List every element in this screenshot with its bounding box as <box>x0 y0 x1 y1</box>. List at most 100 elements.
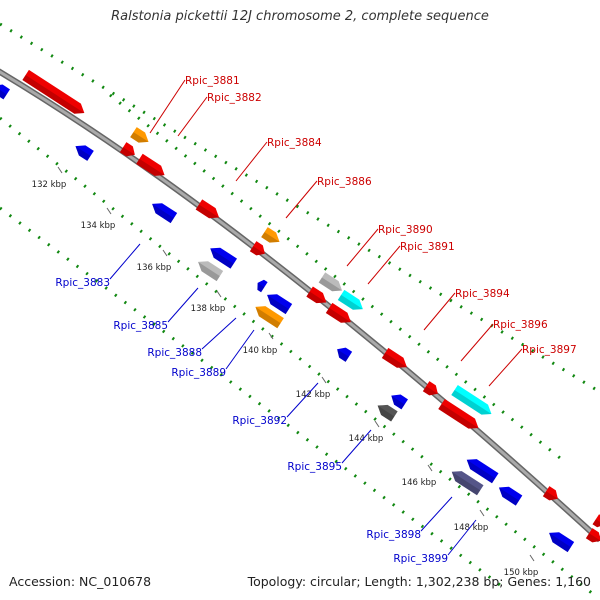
gene-rpic-3888-body <box>210 247 238 269</box>
gene-label-rpic-3885: Rpic_3885 <box>113 320 168 332</box>
leader-fwd-1 <box>177 96 208 137</box>
tick-mark-9 <box>529 554 535 562</box>
gene-rpic-3887[interactable] <box>261 227 283 247</box>
genes-label: Genes: <box>507 574 552 589</box>
gene-rpic-3895b-shade <box>391 395 405 410</box>
tick-label-9: 150 kbp <box>504 568 539 578</box>
gene-rpic-3897-body <box>438 398 479 429</box>
gene-rpic-3888b-body <box>249 241 265 256</box>
gene-rpic-3890b-body <box>337 289 363 310</box>
gene-rpic-3896-body <box>451 384 492 415</box>
gene-rpic-3884-shade <box>136 158 165 176</box>
gene-rpic-3885[interactable] <box>149 199 178 224</box>
gene-rpic-3889b-shade <box>198 261 220 282</box>
tick-label-5: 142 kbp <box>296 390 331 400</box>
gene-rpic-3889c-body <box>267 294 293 315</box>
gene-rpic-3892b-body <box>337 347 353 362</box>
leader-rev-2 <box>201 317 237 350</box>
forward-track-guide <box>109 93 566 464</box>
tick-label-1: 134 kbp <box>81 221 116 231</box>
tick-label-4: 140 kbp <box>243 346 278 356</box>
tick-label-7: 146 kbp <box>402 478 437 488</box>
gene-rpic-3898[interactable] <box>448 467 484 496</box>
gene-rpic-3895-body <box>466 459 499 484</box>
gene-rpic-3881-shade <box>130 132 149 143</box>
gene-rpic-3893[interactable] <box>381 347 410 372</box>
gene-rpic-3895[interactable] <box>463 455 499 484</box>
gene-rpic-3880-shade <box>22 74 85 114</box>
gene-rpic-3890[interactable] <box>318 272 346 295</box>
gene-rpic-3892[interactable] <box>374 401 398 422</box>
gene-label-rpic-3882: Rpic_3882 <box>207 92 262 104</box>
gene-rpic-3894-body <box>422 381 438 396</box>
gene-rpic-3887-shade <box>261 232 280 243</box>
gene-rpic-3889c[interactable] <box>264 290 293 315</box>
genes-value: 1,160 <box>555 574 591 589</box>
gene-label-rpic-3897: Rpic_3897 <box>522 344 577 356</box>
gene-label-rpic-3892: Rpic_3892 <box>232 415 287 427</box>
gene-rpic-3889[interactable] <box>252 302 284 329</box>
gene-rpic-3889b[interactable] <box>195 257 224 282</box>
gene-rpic-3903[interactable] <box>592 514 600 530</box>
gene-rpic-3880[interactable] <box>22 69 87 118</box>
gene-rpic-3903-body <box>592 514 600 528</box>
gene-rpic-3901-body <box>549 532 575 553</box>
gene-label-rpic-3899: Rpic_3899 <box>393 553 448 565</box>
gene-rpic-3891b-body <box>325 302 351 323</box>
tick-mark-3 <box>216 290 222 298</box>
gene-rpic-3883-body <box>75 145 94 161</box>
leader-fwd-0 <box>149 79 186 134</box>
gene-rpic-3890b-shade <box>337 294 363 310</box>
gene-rpic-3879[interactable] <box>0 81 10 100</box>
gene-small-1-shade <box>257 282 265 293</box>
gene-rpic-3884[interactable] <box>136 153 168 180</box>
gene-rpic-3881[interactable] <box>130 127 152 147</box>
tick-label-0: 132 kbp <box>32 180 67 190</box>
chromosome-backbone <box>0 70 600 542</box>
gene-label-rpic-3888: Rpic_3888 <box>147 347 202 359</box>
gene-rpic-3901[interactable] <box>546 528 575 553</box>
gene-rpic-3879-body <box>0 84 10 100</box>
gene-label-rpic-3891: Rpic_3891 <box>400 241 455 253</box>
gene-rpic-3888b[interactable] <box>249 241 268 259</box>
gene-rpic-3897[interactable] <box>438 398 481 433</box>
leader-rev-1 <box>167 287 199 323</box>
gene-rpic-3900-shade <box>542 491 558 501</box>
gene-rpic-3892-body <box>377 404 398 422</box>
gene-rpic-3881-body <box>130 127 149 143</box>
gene-rpic-3891b-shade <box>325 307 351 323</box>
gene-small-1[interactable] <box>254 278 268 293</box>
gene-rpic-3883[interactable] <box>72 141 94 161</box>
gene-rpic-3891b[interactable] <box>325 302 354 327</box>
leader-fwd-2 <box>235 141 268 182</box>
gene-rpic-3899[interactable] <box>496 482 523 506</box>
gene-rpic-3887-body <box>261 227 280 243</box>
gene-rpic-3886[interactable] <box>195 199 223 222</box>
sequence-summary: Topology: circular; Length: 1,302,238 bp… <box>248 574 591 589</box>
gene-rpic-3891[interactable] <box>306 286 329 308</box>
gene-rpic-3900[interactable] <box>542 486 561 504</box>
gene-rpic-3884-body <box>136 153 165 176</box>
tick-label-8: 148 kbp <box>454 523 489 533</box>
leader-rev-6 <box>420 496 453 532</box>
gene-rpic-3894[interactable] <box>422 381 441 399</box>
gene-rpic-3892b[interactable] <box>334 344 353 362</box>
tick-mark-7 <box>427 464 433 472</box>
leader-fwd-7 <box>460 323 494 362</box>
gene-rpic-3896-shade <box>451 390 492 415</box>
gene-rpic-3896[interactable] <box>451 384 494 419</box>
leader-rev-3 <box>225 329 255 370</box>
leader-fwd-4 <box>346 228 379 267</box>
gene-rpic-3902[interactable] <box>585 528 600 546</box>
inner-guide-line-1 <box>0 116 599 600</box>
accession-value: NC_010678 <box>79 574 152 589</box>
gene-rpic-3882[interactable] <box>119 142 138 160</box>
gene-rpic-3890b[interactable] <box>337 289 366 314</box>
gene-rpic-3888[interactable] <box>207 243 238 269</box>
gene-rpic-3895b[interactable] <box>388 391 408 410</box>
gene-label-rpic-3886: Rpic_3886 <box>317 176 372 188</box>
leader-fwd-3 <box>285 180 318 219</box>
gene-label-rpic-3881: Rpic_3881 <box>185 75 240 87</box>
tick-mark-4 <box>268 332 274 340</box>
gene-rpic-3903-shade <box>592 519 600 528</box>
